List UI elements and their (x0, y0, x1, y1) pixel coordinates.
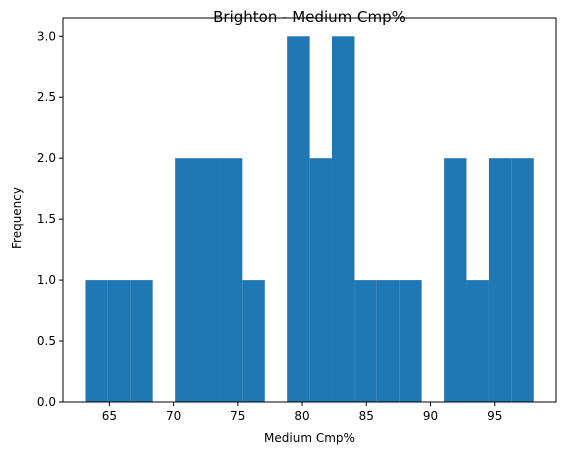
histogram-bar (488, 158, 512, 402)
y-tick-label: 2.5 (37, 90, 56, 104)
histogram-bar (444, 158, 467, 402)
y-tick-label: 1.0 (37, 273, 56, 287)
histogram-bar (175, 158, 198, 402)
histogram-bar (85, 280, 108, 402)
histogram-bar (354, 280, 377, 402)
histogram-bar (287, 36, 310, 403)
histogram-bar (399, 280, 422, 402)
histogram-bar (130, 280, 153, 402)
x-axis-label: Medium Cmp% (264, 431, 355, 445)
x-tick-label: 85 (359, 409, 374, 423)
histogram-bar (331, 36, 355, 403)
histogram-bar (466, 280, 489, 402)
y-tick-label: 0.0 (37, 395, 56, 409)
histogram-bar (219, 158, 243, 402)
x-tick-label: 70 (166, 409, 181, 423)
y-tick-label: 1.5 (37, 212, 56, 226)
y-tick-label: 2.0 (37, 151, 56, 165)
x-tick-label: 90 (423, 409, 438, 423)
x-tick-label: 95 (487, 409, 502, 423)
chart-title: Brighton - Medium Cmp% (213, 8, 406, 26)
y-axis-label: Frequency (10, 187, 24, 249)
x-tick-label: 80 (294, 409, 309, 423)
histogram-bar (197, 158, 220, 402)
histogram-bar (309, 158, 332, 402)
y-tick-label: 0.5 (37, 334, 56, 348)
histogram-bar (107, 280, 131, 402)
plot-frame (62, 17, 557, 403)
x-tick-label: 65 (102, 409, 117, 423)
histogram-bar (376, 280, 400, 402)
x-tick-label: 75 (230, 409, 245, 423)
bars-group (85, 36, 534, 403)
y-tick-label: 3.0 (37, 29, 56, 43)
histogram-bar (242, 280, 265, 402)
y-axis-ticks: 0.0 0.5 1.0 1.5 2.0 2.5 3.0 (37, 29, 63, 409)
x-axis-ticks: 65 70 75 80 85 90 95 (102, 402, 502, 423)
histogram-bar (511, 158, 534, 402)
